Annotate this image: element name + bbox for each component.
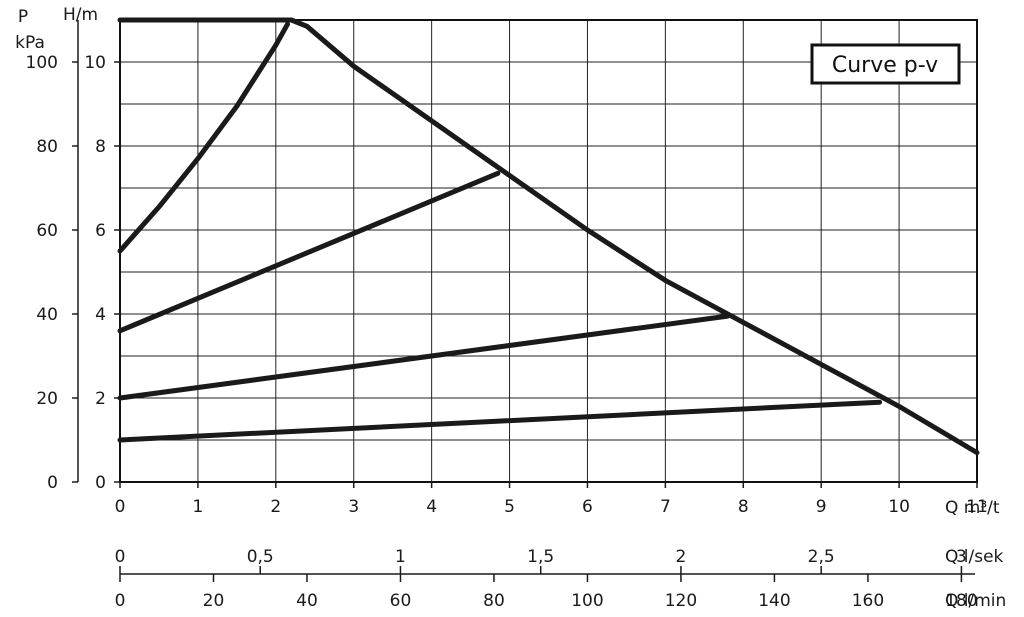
x-tick-label: 7: [660, 497, 671, 517]
lmin-axis-title: Q l/min: [945, 591, 1006, 611]
x-tick-label: 4: [426, 497, 437, 517]
x-tick-labels: 0 1 2 3 4 5 6 7 8 9 10 11: [115, 482, 988, 517]
lsek-tick-label: 0,5: [247, 547, 274, 567]
curve-line-2: [117, 17, 980, 456]
x-tick-label: 8: [738, 497, 749, 517]
legend-frame: [810, 43, 961, 85]
curve-line-4: [117, 313, 731, 401]
x-tick-label: 0: [115, 497, 126, 517]
secondary-x-axes: 0 0,5 1 1,5 2 2,5 3Q l/sek 0 20 40 60 80 100 120 140 16…: [115, 547, 1007, 611]
head-tick-label: 8: [95, 137, 106, 157]
lmin-tick-label: 140: [758, 591, 790, 611]
curve-line-1: [117, 21, 290, 254]
lmin-tick-label: 40: [296, 591, 318, 611]
head-tick-label: 10: [84, 53, 106, 73]
head-tick-label: 0: [95, 473, 106, 493]
head-tick-label: 2: [95, 389, 106, 409]
lsek-tick-label: 2,5: [808, 547, 835, 567]
x-tick-label: 5: [504, 497, 515, 517]
x-axis-title: Q m³/t: [945, 498, 1000, 518]
lsek-tick-label: 2: [676, 547, 687, 567]
pressure-tick-label: 20: [36, 389, 58, 409]
lmin-tick-label: 180: [945, 591, 977, 611]
curve-line-5: [117, 399, 883, 443]
lsek-axis-title: Q l/sek: [945, 547, 1004, 567]
pressure-tick-label: 0: [47, 473, 58, 493]
pressure-axis-title-line1: P: [18, 7, 28, 27]
x-tick-label: 6: [582, 497, 593, 517]
head-tick-label: 4: [95, 305, 106, 325]
pressure-tick-label: 40: [36, 305, 58, 325]
x-tick-label: 2: [270, 497, 281, 517]
lsek-tick-label: 1,5: [527, 547, 554, 567]
grid-lines: [120, 20, 977, 482]
lmin-tick-label: 120: [665, 591, 697, 611]
curve-series: [117, 17, 980, 456]
head-tick-labels: 0 2 4 6 8 10: [84, 53, 120, 493]
head-tick-label: 6: [95, 221, 106, 241]
lmin-tick-label: 0: [115, 591, 126, 611]
lsek-tick-label: 0: [115, 547, 126, 567]
pressure-tick-label: 60: [36, 221, 58, 241]
pressure-axis-title-line2: kPa: [15, 33, 45, 53]
x-tick-label: 9: [816, 497, 827, 517]
pressure-tick-labels: 0 20 40 60 80 100: [26, 20, 79, 493]
x-tick-label: 3: [348, 497, 359, 517]
lmin-tick-label: 20: [203, 591, 225, 611]
x-tick-label: 10: [888, 497, 910, 517]
x-tick-label: 1: [192, 497, 203, 517]
legend-label: Curve p-v: [832, 53, 938, 78]
pressure-tick-label: 80: [36, 137, 58, 157]
lmin-tick-label: 80: [483, 591, 505, 611]
lsek-tick-label: 3: [956, 547, 967, 567]
lsek-tick-label: 1: [395, 547, 406, 567]
curve-line-3: [117, 170, 501, 334]
lmin-tick-label: 100: [571, 591, 603, 611]
legend-box: Curve p-v: [810, 43, 961, 85]
lmin-tick-label: 160: [852, 591, 884, 611]
head-axis-title: H/m: [63, 5, 98, 25]
x-tick-label: 11: [966, 497, 988, 517]
lmin-tick-label: 60: [390, 591, 412, 611]
pressure-tick-label: 100: [26, 53, 58, 73]
